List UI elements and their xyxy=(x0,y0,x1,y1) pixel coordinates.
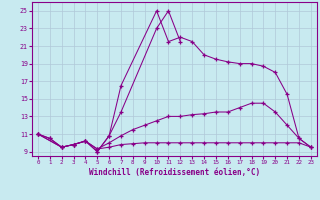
X-axis label: Windchill (Refroidissement éolien,°C): Windchill (Refroidissement éolien,°C) xyxy=(89,168,260,177)
